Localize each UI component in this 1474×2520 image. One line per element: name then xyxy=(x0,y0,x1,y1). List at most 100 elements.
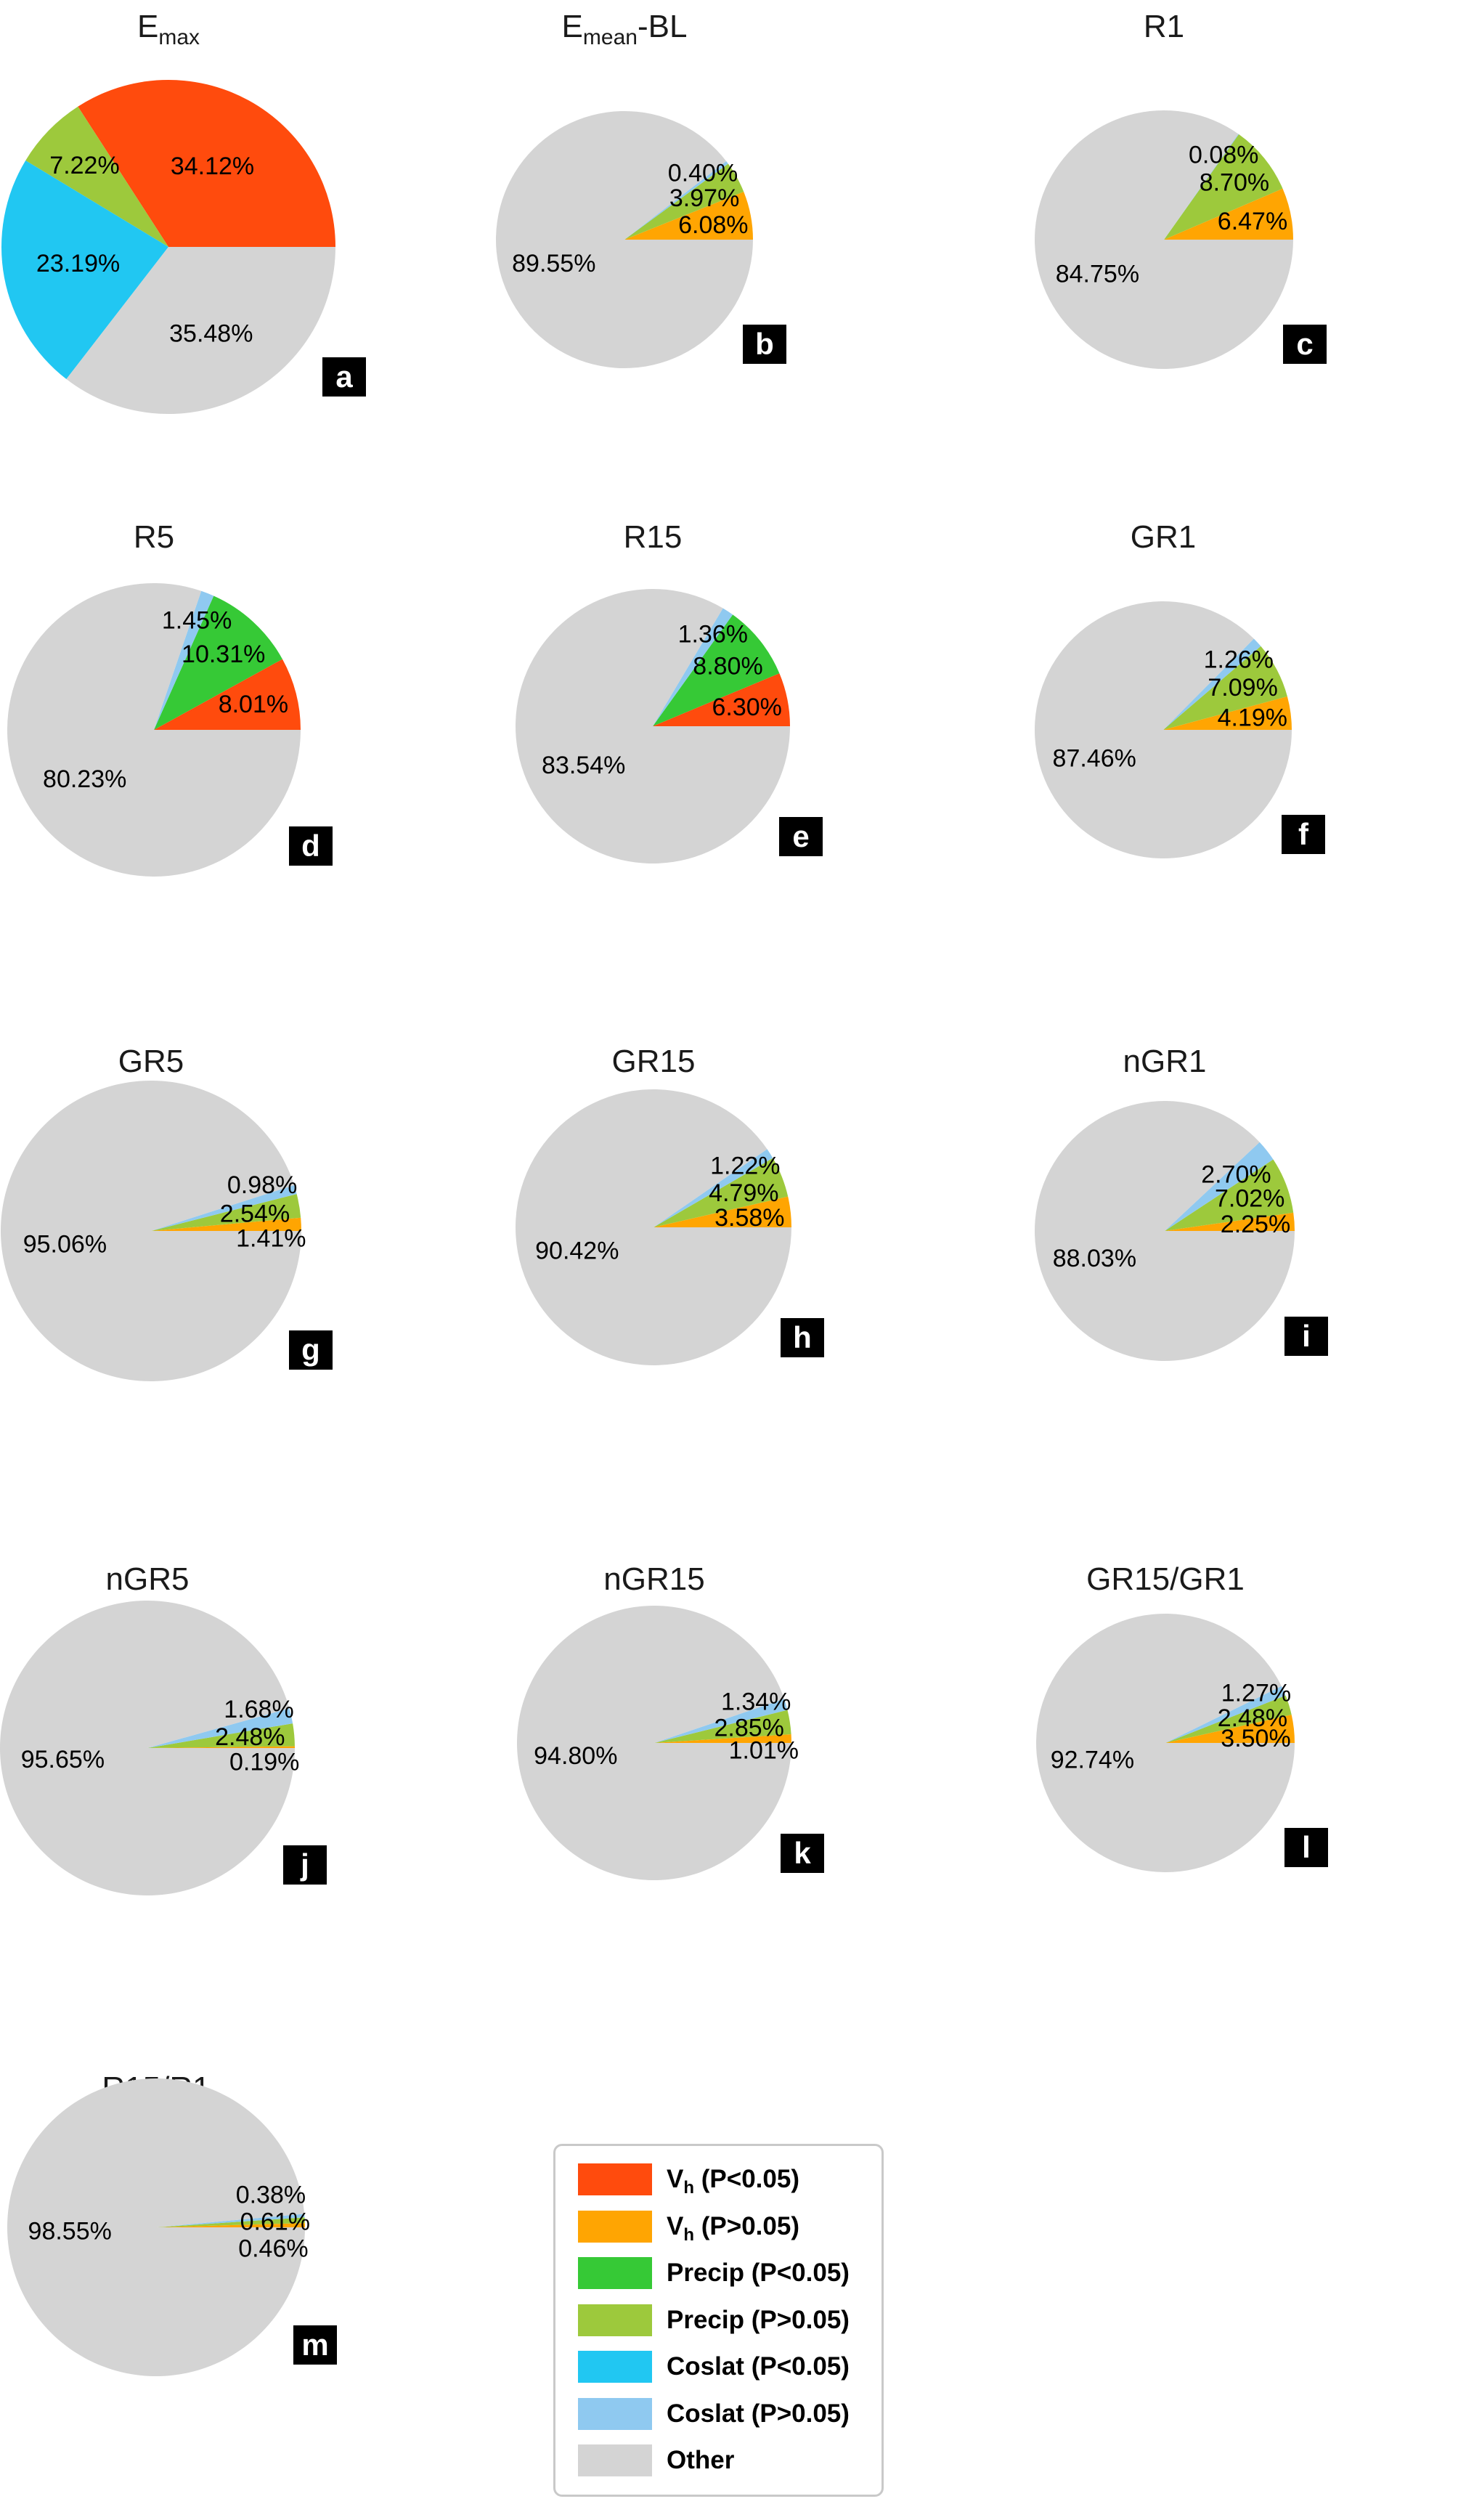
pie-slice-l-coslat_ns xyxy=(1165,1686,1286,1743)
legend-item-precip-sig: Precip (P<0.05) xyxy=(578,2250,881,2297)
panel-letter-f: f xyxy=(1282,815,1325,854)
legend-label-vh-sig: Vh (P<0.05) xyxy=(667,2165,799,2198)
pie-label-i-precip_ns: 7.02% xyxy=(1215,1185,1284,1213)
pie-label-k-other: 94.80% xyxy=(534,1742,617,1770)
pie-label-f-precip_ns: 7.09% xyxy=(1208,674,1277,702)
pie-label-f-vh_ns: 4.19% xyxy=(1218,704,1287,732)
pie-b: 6.08%3.97%0.40% 89.55% xyxy=(496,111,753,369)
pie-slice-d-other xyxy=(7,583,301,877)
pie-slice-j-other xyxy=(0,1601,296,1896)
pie-label-j-coslat_ns: 1.68% xyxy=(224,1696,293,1723)
pie-label-i-other: 88.03% xyxy=(1053,1245,1136,1272)
pie-slice-k-coslat_ns xyxy=(654,1699,788,1743)
pie-label-c-other: 84.75% xyxy=(1056,261,1139,288)
pie-label-a-precip_ns: 7.22% xyxy=(49,152,119,179)
pie-label-c-precip_ns: 8.70% xyxy=(1200,169,1269,197)
pie-label-d-precip_sig: 10.31% xyxy=(182,641,265,668)
pie-slice-a-vh_sig xyxy=(78,80,336,247)
pie-label-k-coslat_ns: 1.34% xyxy=(721,1688,791,1715)
pie-slice-j-vh_ns xyxy=(147,1746,296,1748)
pie-slice-e-vh_sig xyxy=(653,673,790,726)
pie-label-l-coslat_ns: 1.27% xyxy=(1221,1680,1291,1707)
pie-slice-g-coslat_ns xyxy=(151,1184,297,1231)
pie-slice-d-coslat_ns xyxy=(154,590,214,730)
chart-title-j: nGR5 xyxy=(105,1561,190,1597)
pie-slice-f-vh_ns xyxy=(1163,696,1292,730)
pie-label-h-vh_ns: 3.58% xyxy=(714,1204,784,1232)
pie-label-e-other: 83.54% xyxy=(542,752,625,779)
legend-swatch-other xyxy=(578,2444,652,2477)
chart-title-a: Emax xyxy=(137,9,200,49)
pie-g: 1.41%2.54%0.98% 95.06% xyxy=(0,1080,306,1381)
pie-label-g-vh_ns: 1.41% xyxy=(236,1224,306,1252)
pie-e: 6.30% 8.80% 1.36% 83.54% xyxy=(515,588,790,863)
pie-slice-a-precip_ns xyxy=(25,106,168,247)
pie-label-m-precip_ns: 0.61% xyxy=(240,2208,310,2235)
legend-label-other: Other xyxy=(667,2446,735,2475)
pie-label-e-coslat_ns: 1.36% xyxy=(678,621,748,649)
pie-slice-c-coslat_ns xyxy=(1164,134,1239,240)
pie-label-c-coslat_ns: 0.08% xyxy=(1189,142,1258,169)
subscript-text: mean xyxy=(582,25,638,49)
pie-j: 0.19%2.48%1.68% 95.65% xyxy=(0,1601,299,1896)
pie-slice-m-vh_ns xyxy=(156,2223,305,2227)
pie-slice-j-coslat_ns xyxy=(147,1708,293,1748)
pie-label-m-other: 98.55% xyxy=(28,2217,112,2245)
pie-l: 3.50%2.48%1.27% 92.74% xyxy=(1036,1613,1295,1872)
pie-label-k-vh_ns: 1.01% xyxy=(729,1737,799,1765)
pie-label-c-vh_ns: 6.47% xyxy=(1218,208,1287,235)
pie-slice-b-precip_ns xyxy=(624,163,744,240)
legend-item-coslat-ns: Coslat (P>0.05) xyxy=(578,2391,881,2438)
panel-letter-m: m xyxy=(293,2325,337,2365)
pie-slice-m-precip_ns xyxy=(156,2217,305,2227)
chart-title-f: GR1 xyxy=(1130,519,1197,555)
pie-label-a-vh_sig: 34.12% xyxy=(171,153,254,180)
pie-slice-l-other xyxy=(1036,1613,1295,1872)
pie-slice-h-other xyxy=(516,1089,791,1366)
legend-item-vh-ns: Vh (P>0.05) xyxy=(578,2203,881,2251)
pie-label-k-precip_ns: 2.85% xyxy=(714,1714,783,1741)
panel-letter-k: k xyxy=(781,1834,824,1873)
pie-h: 3.58%4.79%1.22% 90.42% xyxy=(516,1089,791,1366)
legend-label-coslat-sig: Coslat (P<0.05) xyxy=(667,2352,850,2381)
pie-label-h-other: 90.42% xyxy=(535,1237,619,1265)
pie-slice-h-vh_ns xyxy=(653,1196,791,1227)
panel-letter-j: j xyxy=(283,1845,327,1885)
pie-label-j-vh_ns: 0.19% xyxy=(229,1749,299,1776)
pie-label-a-coslat_sig: 23.19% xyxy=(36,250,120,277)
pie-label-l-precip_ns: 2.48% xyxy=(1218,1704,1287,1732)
pie-slice-e-other xyxy=(515,588,790,863)
pie-slice-g-precip_ns xyxy=(151,1194,301,1231)
pie-label-b-other: 89.55% xyxy=(512,250,595,277)
pie-label-j-precip_ns: 2.48% xyxy=(215,1723,285,1751)
pie-slice-m-other xyxy=(7,2078,306,2376)
pie-slice-a-other xyxy=(66,247,335,415)
chart-title-d: R5 xyxy=(133,519,175,555)
pie-label-j-other: 95.65% xyxy=(21,1746,105,1773)
pie-f: 4.19%7.09%1.26% 87.46% xyxy=(1035,601,1292,859)
pie-i: 2.25%7.02%2.70% 88.03% xyxy=(1035,1100,1295,1361)
pie-slice-b-other xyxy=(496,111,753,369)
pie-label-m-coslat_ns: 0.38% xyxy=(236,2182,306,2209)
chart-title-l: GR15/GR1 xyxy=(1086,1561,1245,1597)
pie-label-f-other: 87.46% xyxy=(1053,744,1136,772)
pie-slice-f-precip_ns xyxy=(1163,646,1287,730)
pie-slice-d-precip_sig xyxy=(154,596,282,730)
pie-slice-d-vh_sig xyxy=(154,659,301,730)
pie-slice-g-vh_ns xyxy=(151,1217,301,1231)
pie-slice-c-other xyxy=(1035,110,1293,370)
pie-label-d-vh_sig: 8.01% xyxy=(219,691,288,718)
pie-slice-h-coslat_ns xyxy=(653,1149,773,1227)
panel-letter-h: h xyxy=(781,1318,824,1357)
pie-slice-e-precip_sig xyxy=(653,614,780,726)
pie-label-e-precip_sig: 8.80% xyxy=(693,653,762,680)
panel-letter-b: b xyxy=(743,325,786,364)
pie-slice-m-coslat_ns xyxy=(156,2214,305,2227)
pie-label-b-coslat_ns: 0.40% xyxy=(668,159,738,187)
pie-slice-i-vh_ns xyxy=(1165,1212,1295,1231)
legend-label-precip-ns: Precip (P>0.05) xyxy=(667,2305,850,2334)
pie-slice-g-other xyxy=(0,1080,301,1381)
pie-label-i-coslat_ns: 2.70% xyxy=(1201,1161,1271,1189)
legend-swatch-coslat-ns xyxy=(578,2397,652,2430)
